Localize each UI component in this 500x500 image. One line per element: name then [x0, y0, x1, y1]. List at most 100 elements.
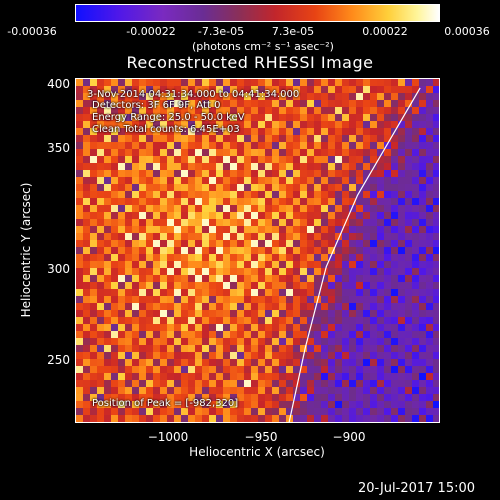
heatmap-cell: [202, 394, 209, 401]
heatmap-cell: [405, 422, 412, 423]
heatmap-cell: [181, 387, 188, 394]
heatmap-cell: [377, 282, 384, 289]
heatmap-cell: [216, 184, 223, 191]
heatmap-cell: [356, 268, 363, 275]
heatmap-cell: [97, 254, 104, 261]
heatmap-cell: [132, 107, 139, 114]
heatmap-cell: [118, 338, 125, 345]
heatmap-cell: [76, 366, 83, 373]
heatmap-cell: [139, 345, 146, 352]
heatmap-cell: [209, 240, 216, 247]
heatmap-cell: [349, 86, 356, 93]
heatmap-cell: [195, 156, 202, 163]
heatmap-cell: [90, 93, 97, 100]
heatmap-cell: [216, 275, 223, 282]
colorbar-tick-label: -7.3e-05: [197, 25, 245, 38]
heatmap-cell: [279, 79, 286, 86]
heatmap-cell: [216, 387, 223, 394]
heatmap-cell: [223, 79, 230, 86]
heatmap-cell: [405, 149, 412, 156]
heatmap-cell: [356, 114, 363, 121]
heatmap-cell: [237, 359, 244, 366]
heatmap-cell: [223, 135, 230, 142]
heatmap-cell: [132, 184, 139, 191]
heatmap-cell: [146, 135, 153, 142]
heatmap-cell: [272, 317, 279, 324]
heatmap-cell: [412, 247, 419, 254]
heatmap-cell: [412, 352, 419, 359]
heatmap-cell: [426, 296, 433, 303]
heatmap-cell: [90, 401, 97, 408]
heatmap-cell: [223, 317, 230, 324]
heatmap-cell: [111, 205, 118, 212]
heatmap-cell: [391, 310, 398, 317]
heatmap-cell: [293, 100, 300, 107]
heatmap-cell: [349, 156, 356, 163]
heatmap-cell: [160, 380, 167, 387]
heatmap-cell: [167, 352, 174, 359]
heatmap-cell: [321, 317, 328, 324]
heatmap-cell: [174, 170, 181, 177]
heatmap-cell: [342, 345, 349, 352]
heatmap-cell: [356, 366, 363, 373]
heatmap-cell: [167, 247, 174, 254]
heatmap-cell: [104, 254, 111, 261]
heatmap-cell: [286, 359, 293, 366]
heatmap-cell: [265, 394, 272, 401]
heatmap-cell: [216, 282, 223, 289]
heatmap-cell: [335, 86, 342, 93]
heatmap-cell: [335, 275, 342, 282]
heatmap-cell: [174, 114, 181, 121]
heatmap-cell: [405, 359, 412, 366]
heatmap-cell: [279, 394, 286, 401]
heatmap-cell: [335, 380, 342, 387]
heatmap-cell: [223, 86, 230, 93]
heatmap-cell: [307, 177, 314, 184]
heatmap-cell: [230, 401, 237, 408]
heatmap-cell: [188, 415, 195, 422]
heatmap-cell: [363, 86, 370, 93]
heatmap-cell: [356, 121, 363, 128]
heatmap-cell: [132, 359, 139, 366]
heatmap-cell: [419, 408, 426, 415]
heatmap-cell: [321, 191, 328, 198]
heatmap-cell: [286, 198, 293, 205]
heatmap-cell: [342, 93, 349, 100]
heatmap-cell: [314, 233, 321, 240]
heatmap-cell: [307, 275, 314, 282]
heatmap-cell: [209, 359, 216, 366]
heatmap-cell: [146, 422, 153, 423]
heatmap-cell: [314, 331, 321, 338]
heatmap-cell: [426, 135, 433, 142]
heatmap-cell: [174, 135, 181, 142]
heatmap-cell: [391, 240, 398, 247]
heatmap-cell: [349, 177, 356, 184]
heatmap-cell: [209, 373, 216, 380]
heatmap-cell: [391, 415, 398, 422]
heatmap-cell: [307, 247, 314, 254]
heatmap-cell: [244, 226, 251, 233]
heatmap-cell: [384, 170, 391, 177]
heatmap-cell: [342, 79, 349, 86]
heatmap-cell: [132, 282, 139, 289]
heatmap-cell: [188, 86, 195, 93]
heatmap-cell: [195, 114, 202, 121]
heatmap-cell: [153, 212, 160, 219]
heatmap-cell: [314, 107, 321, 114]
heatmap-cell: [321, 121, 328, 128]
heatmap-cell: [111, 296, 118, 303]
heatmap-cell: [202, 408, 209, 415]
heatmap-cell: [153, 79, 160, 86]
heatmap-cell: [391, 401, 398, 408]
heatmap-cell: [111, 86, 118, 93]
heatmap-cell: [265, 422, 272, 423]
heatmap-cell: [328, 310, 335, 317]
heatmap-cell: [167, 310, 174, 317]
heatmap-cell: [195, 268, 202, 275]
heatmap-cell: [237, 79, 244, 86]
heatmap-cell: [405, 93, 412, 100]
heatmap-cell: [286, 240, 293, 247]
heatmap-cell: [223, 268, 230, 275]
heatmap-cell: [272, 156, 279, 163]
heatmap-cell: [153, 121, 160, 128]
